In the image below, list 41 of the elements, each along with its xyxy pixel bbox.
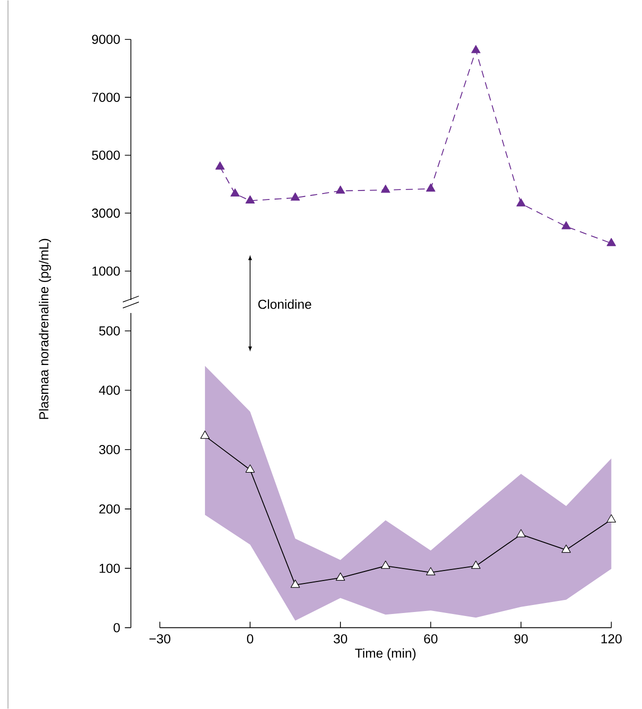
y-tick-label: 300 [99,444,120,454]
y-tick-label: 1000 [92,266,120,276]
x-tick-label: 90 [514,634,528,644]
x-tick-label: −30 [149,634,170,644]
point [380,184,390,193]
point [606,514,616,522]
x-tick-label: 60 [424,634,438,644]
point [245,195,255,204]
point [471,560,480,569]
point [516,529,526,538]
point [336,186,345,194]
y-tick-label: 0 [113,623,120,632]
y-tick-label: 400 [98,386,120,395]
y-tick-label: 5000 [92,150,120,160]
x-tick-label: 0 [246,634,254,644]
point [426,184,436,192]
point [561,221,571,230]
point [606,238,616,246]
point [290,192,300,201]
annotation: Clonidine [258,299,312,309]
y-tick-label: 500 [99,326,120,336]
x-tick-label: 120 [601,634,622,644]
point [290,580,300,588]
point [516,198,526,206]
y-tick-label: 200 [99,504,120,514]
y-axis-title: Plasmaa noradrenaline (pg/mL) [38,238,51,419]
x-axis-title: Time (min) [354,648,416,660]
x-tick-label: 30 [334,634,348,644]
y-tick-label: 100 [100,564,120,573]
point [215,162,225,170]
y-tick-label: 9000 [92,34,120,44]
point [561,544,571,553]
point [230,188,240,197]
point [471,45,480,54]
point [380,560,390,569]
y-tick-label: 3000 [92,208,120,218]
point [245,464,255,473]
point [336,572,345,581]
y-tick-label: 7000 [92,92,120,102]
point [200,430,210,439]
point [426,567,436,576]
